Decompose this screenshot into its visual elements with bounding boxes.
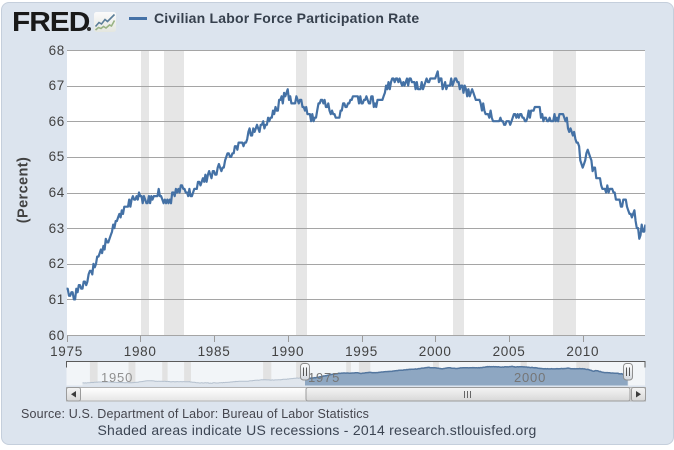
svg-text:1975: 1975 [308, 370, 340, 385]
svg-text:2000: 2000 [514, 370, 546, 385]
svg-text:1950: 1950 [101, 370, 133, 385]
